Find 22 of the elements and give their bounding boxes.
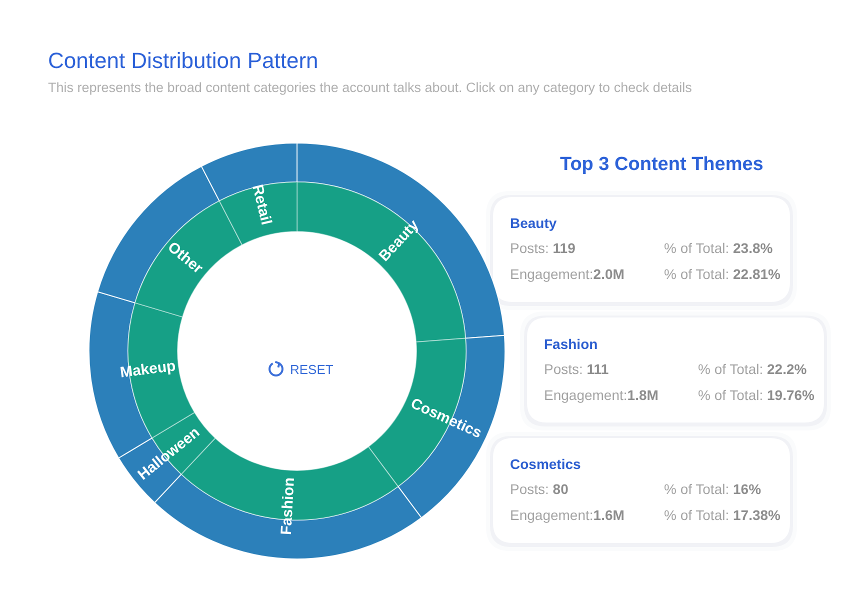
text: % of Total: 22.81% (664, 266, 782, 282)
chart-title: Content Distribution Pattern (48, 48, 318, 73)
text: % of Total: 19.76% (698, 387, 816, 403)
text: Beauty (510, 215, 557, 231)
text: Posts: 80 (510, 481, 569, 497)
text: Posts: 111 (544, 361, 609, 377)
text: % of Total: 17.38% (664, 507, 782, 523)
text: % of Total: 23.8% (664, 240, 774, 256)
text: Engagement:1.6M (510, 507, 624, 523)
chart-subtitle: This represents the broad content categories the account talks about. Click on any category to check details (48, 80, 692, 95)
text: Fashion (544, 336, 598, 352)
text: Engagement:2.0M (510, 266, 624, 282)
text: Posts: 119 (510, 240, 576, 256)
text: % of Total: 16% (664, 481, 762, 497)
text: % of Total: 22.2% (698, 361, 808, 377)
slice-label: Makeup (119, 358, 177, 382)
text: Cosmetics (510, 456, 582, 472)
text: RESET (290, 362, 334, 377)
text: Top 3 Content Themes (560, 154, 764, 175)
slice-label: Retail (248, 182, 275, 227)
slice-label: Fashion (278, 477, 298, 536)
text: Engagement:1.8M (544, 387, 658, 403)
